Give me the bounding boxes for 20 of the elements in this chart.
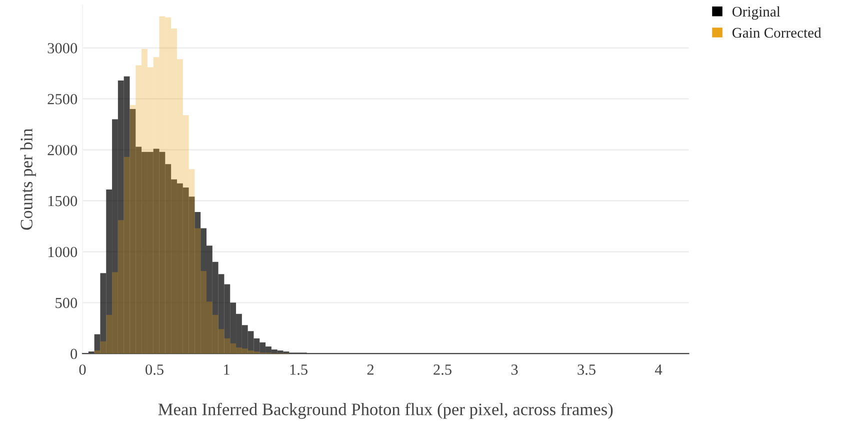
x-axis-title: Mean Inferred Background Photon flux (per pixel, across frames) bbox=[158, 402, 613, 419]
x-tick-label: 3 bbox=[511, 364, 518, 375]
x-tick-label: 0 bbox=[79, 364, 86, 375]
x-tick-label: 1.5 bbox=[290, 364, 308, 375]
y-tick-label: 1500 bbox=[48, 196, 78, 206]
y-tick-label: 3000 bbox=[48, 43, 78, 54]
x-tick-label: 4 bbox=[654, 364, 662, 375]
x-tick-label: 1 bbox=[224, 364, 230, 375]
legend-label: Gain Corrected bbox=[732, 27, 822, 38]
x-tick-label: 0.5 bbox=[146, 364, 164, 375]
y-tick-label: 2000 bbox=[48, 144, 78, 156]
legend-label: Original bbox=[732, 6, 780, 20]
x-tick-label: 2 bbox=[367, 364, 374, 375]
y-tick-label: 1000 bbox=[48, 246, 78, 258]
y-tick-label: 500 bbox=[56, 298, 78, 308]
x-tick-label: 3.5 bbox=[578, 364, 596, 375]
y-axis-title: Counts per bin bbox=[20, 128, 36, 230]
y-tick-label: 0 bbox=[70, 348, 78, 360]
x-tick-label: 2.5 bbox=[434, 364, 452, 375]
y-tick-label: 2500 bbox=[48, 94, 78, 104]
